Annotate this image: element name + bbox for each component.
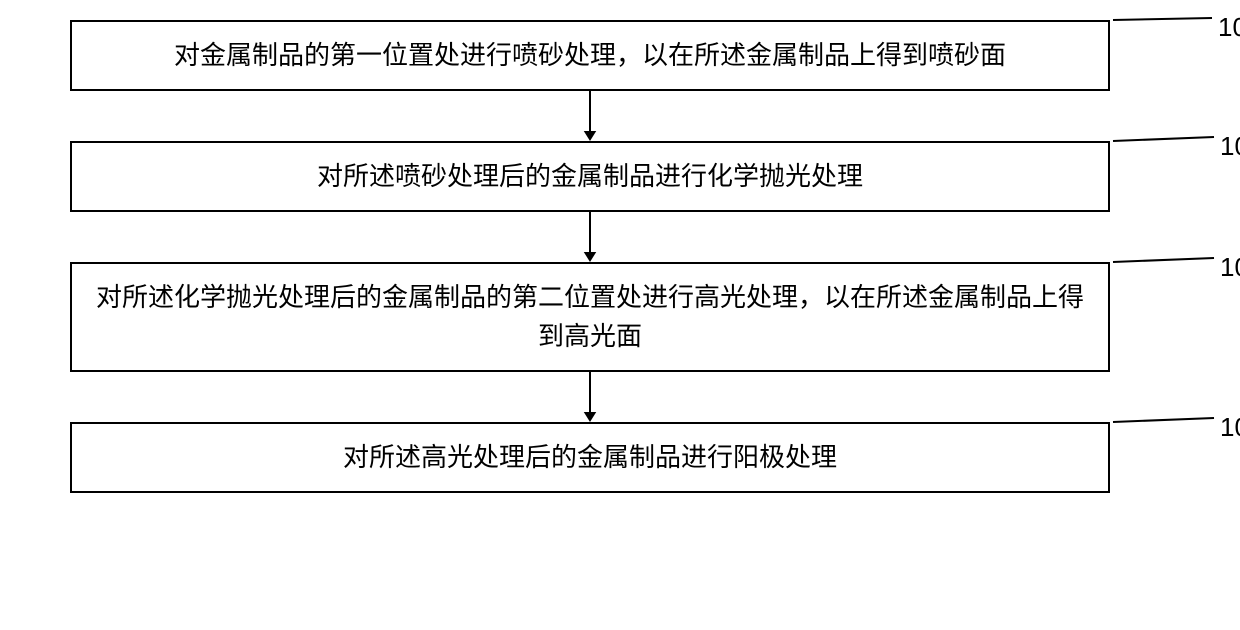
step-text: 对所述化学抛光处理后的金属制品的第二位置处进行高光处理，以在所述金属制品上得到高… xyxy=(92,278,1088,356)
step-label-102: 102 xyxy=(1220,131,1240,162)
step-label-103: 103 xyxy=(1220,252,1240,283)
step-text: 对所述高光处理后的金属制品进行阳极处理 xyxy=(343,438,837,477)
arrow-down-icon xyxy=(580,91,600,141)
step-row-101: 对金属制品的第一位置处进行喷砂处理，以在所述金属制品上得到喷砂面101 xyxy=(70,20,1170,91)
step-label-101: 101 xyxy=(1218,12,1240,43)
arrow-down-icon xyxy=(580,212,600,262)
step-box-104: 对所述高光处理后的金属制品进行阳极处理 xyxy=(70,422,1110,493)
arrow-down-icon xyxy=(580,372,600,422)
step-row-102: 对所述喷砂处理后的金属制品进行化学抛光处理102 xyxy=(70,141,1170,212)
leader-line xyxy=(1110,407,1230,437)
step-box-102: 对所述喷砂处理后的金属制品进行化学抛光处理 xyxy=(70,141,1110,212)
step-box-103: 对所述化学抛光处理后的金属制品的第二位置处进行高光处理，以在所述金属制品上得到高… xyxy=(70,262,1110,372)
step-text: 对所述喷砂处理后的金属制品进行化学抛光处理 xyxy=(317,157,863,196)
leader-line xyxy=(1110,126,1230,156)
step-text: 对金属制品的第一位置处进行喷砂处理，以在所述金属制品上得到喷砂面 xyxy=(174,36,1006,75)
step-row-103: 对所述化学抛光处理后的金属制品的第二位置处进行高光处理，以在所述金属制品上得到高… xyxy=(70,262,1170,372)
process-flowchart: 对金属制品的第一位置处进行喷砂处理，以在所述金属制品上得到喷砂面101 对所述喷砂… xyxy=(70,20,1170,493)
leader-line xyxy=(1110,247,1230,277)
leader-line xyxy=(1110,5,1230,35)
step-box-101: 对金属制品的第一位置处进行喷砂处理，以在所述金属制品上得到喷砂面 xyxy=(70,20,1110,91)
step-row-104: 对所述高光处理后的金属制品进行阳极处理104 xyxy=(70,422,1170,493)
step-label-104: 104 xyxy=(1220,412,1240,443)
